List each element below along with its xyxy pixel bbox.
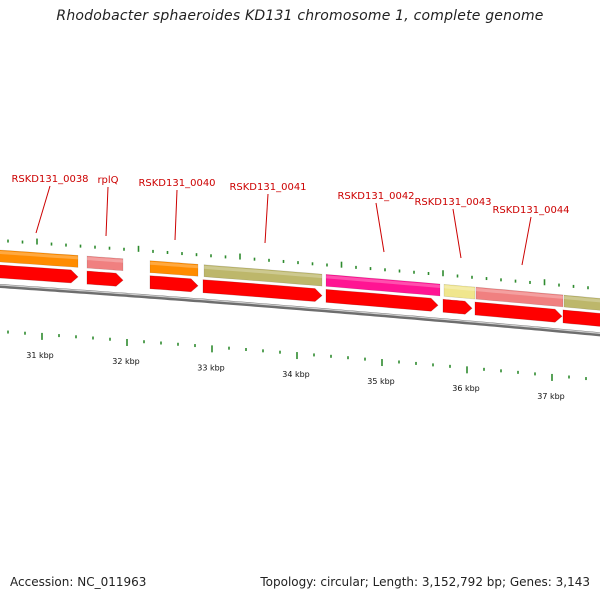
cds-arrow <box>325 289 439 312</box>
backbone <box>0 283 600 337</box>
gene-bar <box>203 264 323 287</box>
gene-label: RSKD131_0040 <box>138 178 215 189</box>
gene-bar-highlight <box>476 288 563 299</box>
gene-bar <box>86 255 124 272</box>
gene-label-leader <box>174 189 178 241</box>
label-layer: 31 kbp 32 kbp 33 kbp 34 kbp 35 kbp 36 kbp 37 k… <box>11 174 569 401</box>
gene-bar <box>325 274 441 297</box>
gene-label: rplQ <box>97 175 118 186</box>
gene-label: RSKD131_0038 <box>11 174 88 185</box>
gene-label-leader <box>105 186 109 237</box>
kbp-label: 31 kbp <box>26 351 54 360</box>
gene-label-leader <box>452 208 462 259</box>
gene-bar-highlight <box>87 257 123 263</box>
gene-bar <box>443 283 476 300</box>
gene-bar-highlight <box>204 265 322 279</box>
gene-bar <box>0 249 79 268</box>
kbp-label: 32 kbp <box>112 357 140 366</box>
cds-arrow <box>562 309 600 327</box>
cds-arrow <box>149 275 199 293</box>
cds-arrow <box>202 279 323 302</box>
gene-bar-highlight <box>326 275 440 288</box>
gene-label: RSKD131_0042 <box>337 191 414 202</box>
tick-layer <box>7 238 589 381</box>
gene-label: RSKD131_0043 <box>414 197 491 208</box>
gene-label-leader <box>35 185 51 234</box>
feature-layer <box>0 249 600 327</box>
kbp-label: 37 kbp <box>537 392 565 401</box>
cds-arrow <box>442 298 473 315</box>
gene-bar-highlight <box>564 296 600 303</box>
gene-bar <box>475 286 564 308</box>
gene-bar-highlight <box>444 285 475 291</box>
backbone-layer <box>0 283 600 337</box>
kbp-label: 34 kbp <box>282 370 310 379</box>
gene-bar <box>149 260 199 277</box>
gene-bar <box>563 294 600 311</box>
cds-arrow <box>86 270 124 287</box>
gene-bar-highlight <box>0 251 78 260</box>
gene-label: RSKD131_0041 <box>229 182 306 193</box>
backbone-highlight <box>0 284 600 335</box>
gene-label-leader <box>264 193 269 244</box>
kbp-label: 33 kbp <box>197 363 225 372</box>
accession-text: Accession: NC_011963 <box>10 575 147 589</box>
topology-text: Topology: circular; Length: 3,152,792 bp… <box>260 575 590 589</box>
cds-arrow <box>474 301 563 323</box>
cds-arrow <box>0 264 79 284</box>
gene-label: RSKD131_0044 <box>492 205 569 216</box>
page-title: Rhodobacter sphaeroides KD131 chromosome… <box>56 8 544 24</box>
kbp-label: 36 kbp <box>452 384 480 393</box>
gene-label-leader <box>375 202 385 253</box>
gene-bar-highlight <box>150 261 198 269</box>
gene-label-leader <box>521 216 532 266</box>
kbp-label: 35 kbp <box>367 377 395 386</box>
